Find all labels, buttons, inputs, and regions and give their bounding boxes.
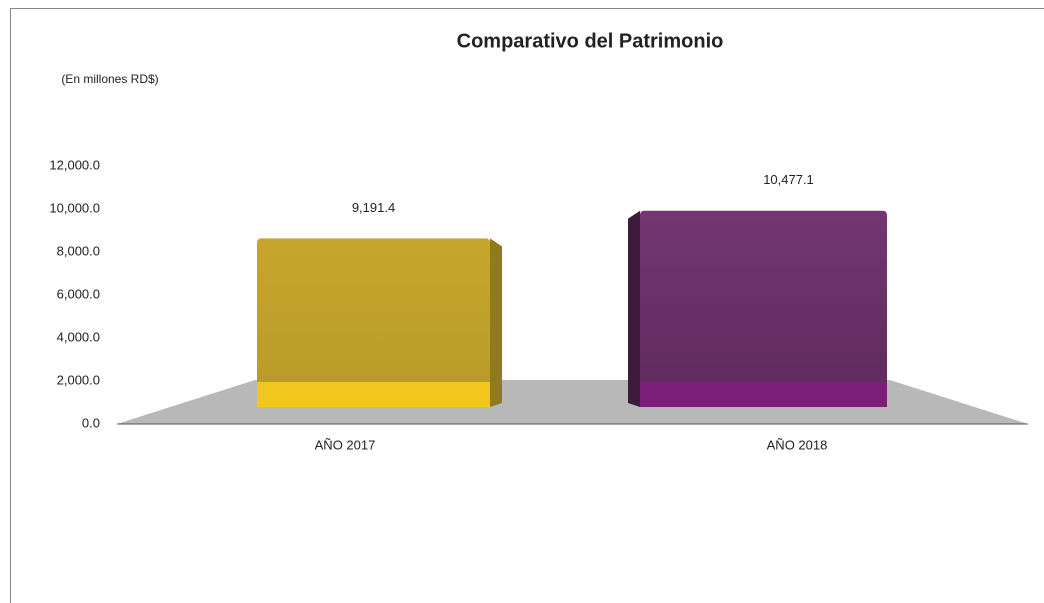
- x-tick-label: AÑO 2017: [315, 437, 376, 452]
- y-tick-label: 2,000.0: [57, 372, 100, 387]
- chart-border: [10, 8, 1044, 603]
- bar-base: [257, 382, 490, 407]
- y-tick-label: 12,000.0: [49, 157, 100, 172]
- y-tick-label: 4,000.0: [57, 329, 100, 344]
- y-tick-label: 6,000.0: [57, 286, 100, 301]
- bar-side: [628, 210, 640, 407]
- y-tick-label: 10,000.0: [49, 200, 100, 215]
- y-tick-label: 8,000.0: [57, 243, 100, 258]
- x-tick-label: AÑO 2018: [767, 437, 828, 452]
- bar-side: [490, 238, 502, 407]
- data-label: 9,191.4: [352, 200, 395, 215]
- chart-subtitle: (En millones RD$): [61, 72, 158, 86]
- floor: [117, 380, 1028, 424]
- chart-title: Comparativo del Patrimonio: [457, 30, 724, 52]
- data-label: 10,477.1: [763, 172, 814, 187]
- bar-base: [640, 382, 887, 407]
- bar: [257, 238, 490, 407]
- bar: [640, 210, 887, 407]
- y-tick-label: 0.0: [82, 415, 100, 430]
